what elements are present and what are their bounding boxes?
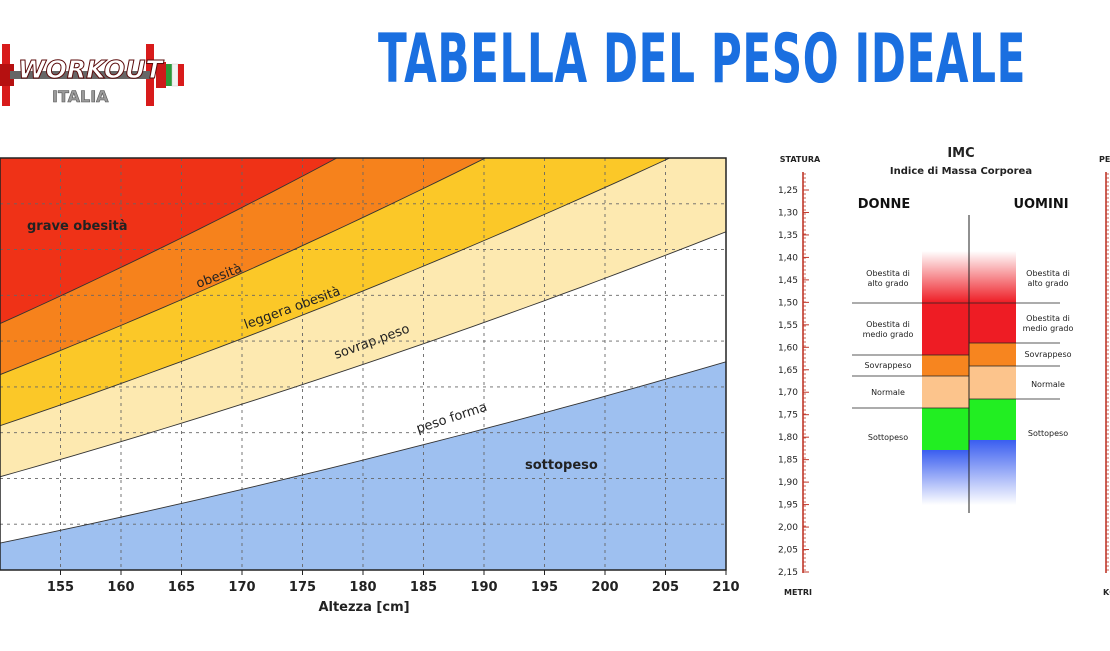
x-tick-label: 200 bbox=[591, 580, 618, 595]
band-sottopeso bbox=[969, 440, 1016, 505]
x-axis-ticks: 155 160 165 170 175 180 185 190 195 200 205 210 bbox=[47, 570, 740, 595]
band-normale bbox=[922, 408, 969, 450]
imc-category-label: Obestita di bbox=[1026, 314, 1070, 323]
stature-tick-label: 1,80 bbox=[778, 433, 798, 443]
band-obestita-di-alto-grado bbox=[922, 303, 969, 355]
stature-tick-label: 2,00 bbox=[778, 523, 798, 533]
boundary-line bbox=[0, 231, 726, 478]
boundary-line bbox=[0, 158, 671, 427]
x-tick-label: 205 bbox=[652, 580, 679, 595]
stature-tick-label: 1,70 bbox=[778, 388, 798, 398]
boundary-line bbox=[0, 361, 726, 544]
stature-tick-label: 1,30 bbox=[778, 208, 798, 218]
band-obestita-di-alto-grado bbox=[969, 303, 1016, 343]
band-fade-top bbox=[922, 251, 969, 303]
stature-tick-label: 1,55 bbox=[778, 321, 798, 331]
imc-category-label: Normale bbox=[1031, 380, 1065, 389]
stature-tick-label: 1,65 bbox=[778, 366, 798, 376]
x-tick-label: 165 bbox=[168, 580, 195, 595]
stature-tick-label: 2,15 bbox=[778, 568, 798, 578]
imc-category-label: Obestita di bbox=[1026, 269, 1070, 278]
uomini-bar bbox=[969, 251, 1016, 505]
band-sovrappeso bbox=[969, 366, 1016, 399]
page-title: TABELLA DEL PESO IDEALE bbox=[378, 20, 1027, 99]
imc-category-label: Sottopeso bbox=[868, 433, 908, 442]
x-tick-label: 195 bbox=[531, 580, 558, 595]
x-tick-label: 170 bbox=[228, 580, 255, 595]
zone-leggera-obesit- bbox=[0, 158, 670, 426]
x-axis-label: Altezza [cm] bbox=[318, 600, 409, 615]
x-tick-label: 210 bbox=[712, 580, 739, 595]
x-tick-label: 180 bbox=[349, 580, 376, 595]
band-obestita-di-medio-grado bbox=[922, 355, 969, 376]
band-sovrappeso bbox=[922, 376, 969, 408]
chart-boundaries bbox=[0, 158, 726, 544]
imc-category-label: Normale bbox=[871, 388, 905, 397]
imc-title: IMC bbox=[947, 146, 974, 161]
imc-category-label: Sottopeso bbox=[1028, 429, 1068, 438]
imc-category-label: alto grado bbox=[1028, 279, 1069, 288]
weight-scale bbox=[1105, 172, 1109, 573]
zone-peso-forma bbox=[0, 231, 726, 544]
imc-category-label: alto grado bbox=[868, 279, 909, 288]
stature-tick-label: 1,35 bbox=[778, 231, 798, 241]
logo-text-italia: ITALIA bbox=[52, 87, 109, 106]
stature-tick-label: 1,95 bbox=[778, 501, 798, 511]
bmi-height-chart: 155 160 165 170 175 180 185 190 195 200 205 210 Alt… bbox=[0, 157, 740, 615]
stature-tick-label: 1,60 bbox=[778, 343, 798, 353]
boundary-line bbox=[0, 158, 487, 376]
weight-title: PESO bbox=[1099, 155, 1110, 164]
chart-grid bbox=[0, 158, 727, 570]
stature-tick-label: 1,85 bbox=[778, 456, 798, 466]
zone-label-sottopeso: sottopeso bbox=[525, 458, 598, 473]
imc-category-label: medio grado bbox=[863, 330, 914, 339]
stature-tick-label: 1,50 bbox=[778, 298, 798, 308]
x-tick-label: 190 bbox=[470, 580, 497, 595]
x-tick-label: 160 bbox=[107, 580, 134, 595]
weight-unit: KG bbox=[1103, 588, 1110, 597]
boundary-line bbox=[0, 158, 338, 325]
band-normale bbox=[969, 399, 1016, 440]
band-sottopeso bbox=[922, 450, 969, 505]
stature-tick-label: 2,05 bbox=[778, 546, 798, 556]
x-tick-label: 175 bbox=[289, 580, 316, 595]
stature-tick-label: 1,25 bbox=[778, 186, 798, 196]
band-obestita-di-medio-grado bbox=[969, 343, 1016, 366]
uomini-label: UOMINI bbox=[1013, 197, 1068, 212]
donne-label: DONNE bbox=[858, 197, 910, 212]
stature-tick-label: 1,75 bbox=[778, 411, 798, 421]
zone-label-grave-obesita: grave obesità bbox=[27, 219, 128, 234]
imc-category-label: Obestita di bbox=[866, 320, 910, 329]
imc-category-label: medio grado bbox=[1023, 324, 1074, 333]
logo-text-workout: WORKOUT bbox=[18, 55, 164, 84]
imc-category-label: Obestita di bbox=[866, 269, 910, 278]
x-tick-label: 185 bbox=[410, 580, 437, 595]
stature-tick-label: 1,40 bbox=[778, 253, 798, 263]
stature-scale: 1,25 1,30 1,35 1,40 1,45 1,50 1,55 1,60 1,65 1,70… bbox=[778, 172, 809, 578]
stature-unit: METRI bbox=[784, 588, 812, 597]
stature-tick-label: 1,90 bbox=[778, 478, 798, 488]
zone-grave-obesit- bbox=[0, 158, 337, 324]
donne-bar bbox=[922, 251, 969, 505]
imc-category-label: Sovrappeso bbox=[1024, 350, 1071, 359]
stature-title: STATURA bbox=[780, 155, 821, 164]
band-fade-top bbox=[969, 251, 1016, 303]
x-tick-label: 155 bbox=[47, 580, 74, 595]
stature-tick-label: 1,45 bbox=[778, 276, 798, 286]
imc-category-label: Sovrappeso bbox=[864, 361, 911, 370]
logo-graphic: WORKOUT ITALIA bbox=[0, 44, 184, 106]
workout-italia-logo: WORKOUT ITALIA bbox=[0, 40, 185, 110]
imc-subtitle: Indice di Massa Corporea bbox=[890, 166, 1032, 177]
